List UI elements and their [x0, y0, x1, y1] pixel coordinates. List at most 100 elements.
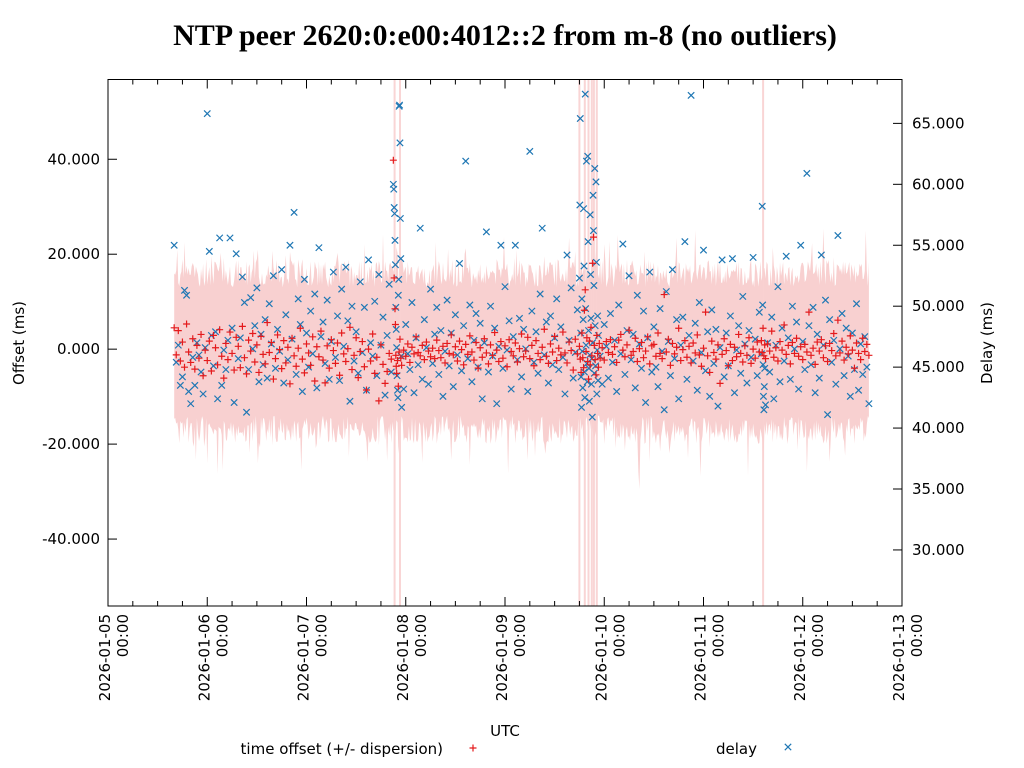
delay-point — [836, 345, 844, 353]
offset-point — [185, 348, 193, 356]
offset-point — [427, 353, 435, 361]
delay-point — [805, 322, 813, 330]
legend-marker-offset — [469, 744, 477, 752]
offset-point — [578, 329, 586, 337]
delay-point — [770, 395, 778, 403]
x-tick-date: 2026-01-09 — [493, 614, 511, 701]
offset-point — [656, 349, 664, 357]
offset-point — [642, 347, 650, 355]
delay-point — [666, 372, 675, 380]
offset-point — [795, 352, 803, 360]
delay-point — [760, 383, 768, 391]
offset-point — [712, 355, 720, 363]
offset-point — [205, 337, 213, 345]
offset-point — [863, 340, 871, 348]
delay-point — [515, 314, 524, 322]
delay-point — [863, 363, 871, 371]
x-tick-date: 2026-01-08 — [394, 614, 412, 701]
delay-point — [792, 318, 801, 326]
y2-tick-label: 45.000 — [912, 358, 965, 376]
offset-point — [286, 380, 294, 388]
offset-point — [402, 352, 410, 360]
delay-point — [397, 403, 406, 411]
delay-point — [660, 406, 668, 414]
x-tick-time: 00:00 — [313, 614, 331, 657]
offset-point — [226, 328, 234, 336]
offset-point — [431, 355, 439, 363]
legend-label-delay: delay — [716, 740, 757, 758]
offset-point — [274, 331, 282, 339]
offset-point — [350, 351, 358, 359]
delay-point — [575, 274, 584, 282]
delay-point — [852, 300, 861, 308]
delay-point — [591, 164, 599, 173]
delay-point — [577, 373, 585, 381]
offset-point — [838, 337, 846, 345]
delay-point — [637, 364, 646, 372]
offset-point — [383, 367, 391, 375]
offset-point — [652, 352, 660, 360]
offset-point — [735, 330, 743, 338]
offset-point — [689, 339, 697, 347]
offset-point — [700, 344, 707, 352]
offset-point — [691, 349, 699, 357]
offset-point — [592, 371, 600, 379]
offset-point — [468, 348, 476, 356]
offset-point — [484, 360, 492, 368]
offset-point — [793, 334, 801, 342]
offset-point — [844, 350, 852, 358]
offset-point — [392, 351, 400, 359]
delay-point — [505, 317, 513, 325]
delay-point — [307, 307, 315, 315]
offset-point — [346, 323, 354, 331]
offset-point — [307, 361, 315, 369]
delay-point — [501, 283, 509, 291]
delay-point — [265, 300, 273, 308]
dispersion-spike — [762, 79, 765, 606]
offset-point — [718, 350, 726, 358]
offset-point — [385, 349, 393, 357]
offset-point — [811, 360, 819, 368]
offset-point — [526, 355, 534, 363]
delay-point — [298, 387, 306, 396]
dispersion-spike — [393, 79, 396, 606]
offset-point — [580, 364, 588, 372]
x-tick-label: 2026-01-0600:00 — [195, 614, 231, 701]
offset-point — [815, 347, 823, 355]
delay-point — [449, 383, 457, 391]
delay-point — [589, 227, 598, 235]
offset-point — [776, 338, 784, 346]
offset-point — [195, 354, 203, 362]
offset-point — [253, 341, 261, 349]
offset-point — [348, 366, 356, 374]
offset-point — [540, 325, 548, 333]
offset-point — [513, 358, 521, 366]
x-tick-time: 00:00 — [114, 614, 132, 657]
offset-point — [724, 362, 732, 370]
offset-point — [390, 274, 398, 282]
offset-point — [803, 348, 811, 356]
offset-point — [489, 351, 497, 359]
offset-point — [395, 348, 403, 356]
offset-point — [536, 356, 544, 364]
x-tick-date: 2026-01-07 — [295, 614, 313, 701]
delay-point — [352, 328, 360, 336]
delay-point — [218, 381, 226, 390]
offset-point — [563, 359, 571, 367]
delay-point — [606, 309, 615, 318]
delay-point — [435, 370, 443, 379]
offset-point — [391, 320, 399, 328]
offset-point — [617, 330, 625, 338]
delay-point — [480, 339, 488, 347]
offset-point — [602, 338, 610, 346]
y-axis-label: Offset (ms) — [10, 301, 28, 385]
offset-point — [410, 350, 418, 358]
delay-point — [842, 324, 850, 332]
offset-point — [635, 345, 643, 353]
offset-point — [743, 351, 751, 359]
offset-point — [530, 362, 538, 370]
delay-point — [759, 392, 768, 400]
offset-point — [687, 359, 695, 367]
delay-point — [511, 241, 519, 249]
offset-point — [334, 339, 342, 347]
